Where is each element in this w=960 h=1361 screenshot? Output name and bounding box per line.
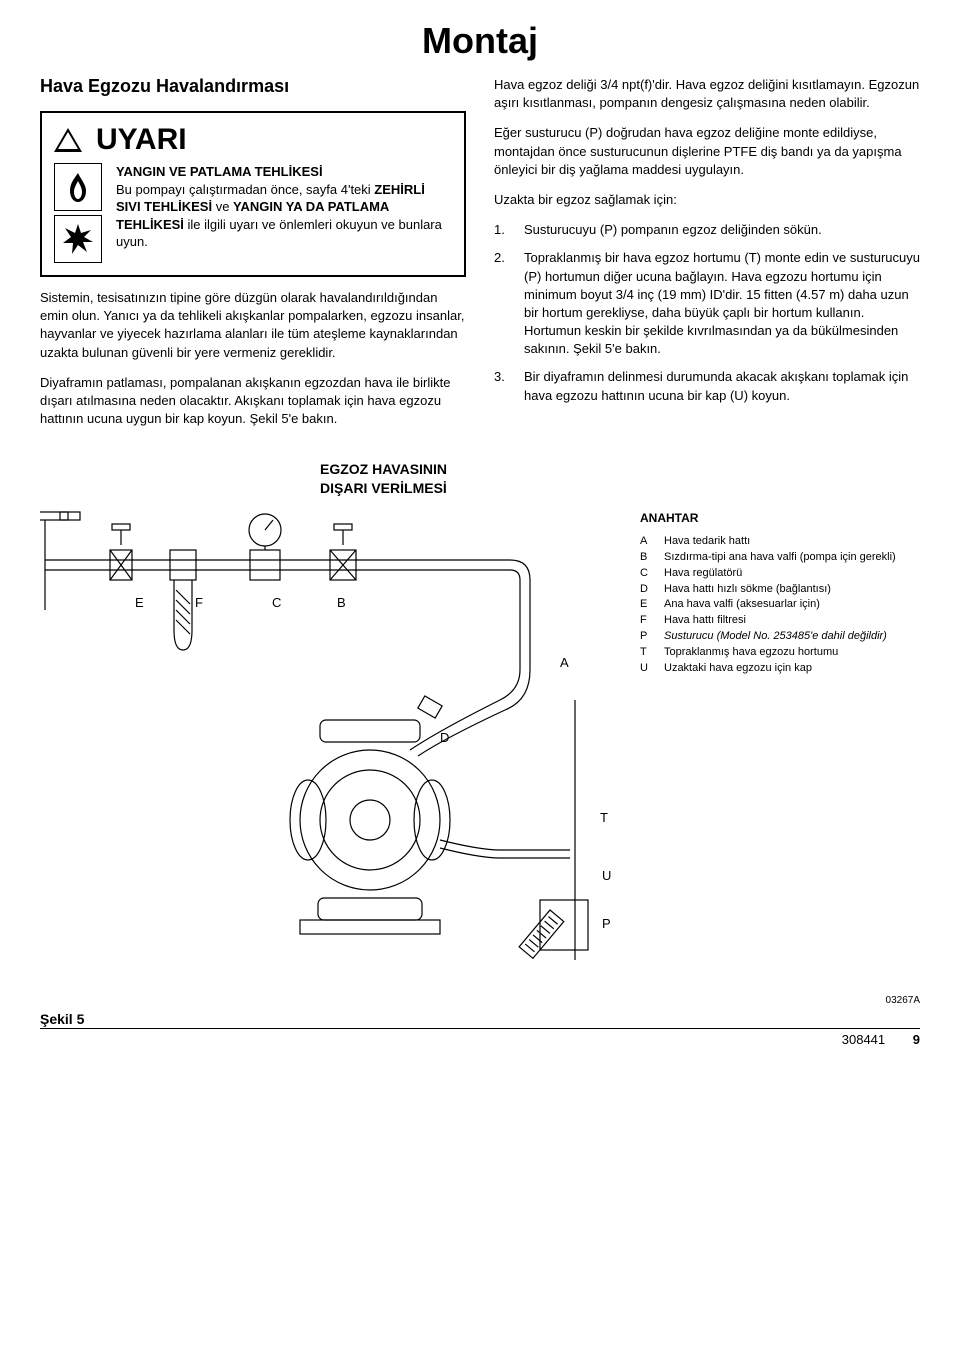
warning-box: UYARI YANGIN VE PATLAMA TEHLİKESİ Bu pom… [40, 111, 466, 277]
section-heading: Hava Egzozu Havalandırması [40, 76, 466, 97]
key-title: ANAHTAR [640, 510, 920, 527]
callout-F: F [195, 595, 203, 610]
callout-E: E [135, 595, 144, 610]
key-row: TTopraklanmış hava egzozu hortumu [640, 645, 920, 661]
explosion-hazard-icon [54, 215, 102, 263]
callout-B: B [337, 595, 346, 610]
figure-label: Şekil 5 [40, 1011, 84, 1027]
callout-U: U [602, 868, 611, 883]
key-row: EAna hava valfi (aksesuarlar için) [640, 597, 920, 613]
two-column-layout: Hava Egzozu Havalandırması UYARI YANGIN … [40, 76, 920, 440]
step-3: 3. Bir diyaframın delinmesi durumunda ak… [494, 368, 920, 404]
hazard-icons-column [54, 163, 106, 263]
callout-P: P [602, 916, 611, 931]
right-para-1: Hava egzoz deliği 3/4 npt(f)'dir. Hava e… [494, 76, 920, 112]
key-row: UUzaktaki hava egzozu için kap [640, 661, 920, 677]
doc-number: 308441 [842, 1032, 885, 1047]
page-title: Montaj [40, 20, 920, 62]
warning-subject: YANGIN VE PATLAMA TEHLİKESİ [116, 164, 323, 179]
exhaust-diagram-svg [40, 500, 600, 980]
key-row: FHava hattı filtresi [640, 613, 920, 629]
callout-D: D [440, 730, 449, 745]
left-para-2: Diyaframın patlaması, pompalanan akışkan… [40, 374, 466, 429]
diagram-area: EGZOZ HAVASININ DIŞARI VERİLMESİ [40, 460, 920, 1020]
step-2: 2. Topraklanmış bir hava egzoz hortumu (… [494, 249, 920, 358]
right-para-3: Uzakta bir egzoz sağlamak için: [494, 191, 920, 209]
figure-code: 03267A [886, 995, 920, 1006]
key-row: DHava hattı hızlı sökme (bağlantısı) [640, 582, 920, 598]
key-row: PSusturucu (Model No. 253485'e dahil değ… [640, 629, 920, 645]
callout-A: A [560, 655, 569, 670]
warning-header: UYARI [54, 123, 452, 157]
key-row: BSızdırma-tipi ana hava valfi (pompa içi… [640, 550, 920, 566]
warning-triangle-icon [54, 128, 82, 152]
warning-text: YANGIN VE PATLAMA TEHLİKESİ Bu pompayı ç… [116, 163, 452, 251]
diagram-title: EGZOZ HAVASININ DIŞARI VERİLMESİ [320, 460, 447, 496]
left-column: Hava Egzozu Havalandırması UYARI YANGIN … [40, 76, 466, 440]
page-footer: Şekil 5 03267A 308441 9 [40, 1028, 920, 1049]
key-row: CHava regülatörü [640, 566, 920, 582]
page-number: 9 [913, 1032, 920, 1047]
right-column: Hava egzoz deliği 3/4 npt(f)'dir. Hava e… [494, 76, 920, 440]
left-para-1: Sistemin, tesisatınızın tipine göre düzg… [40, 289, 466, 362]
right-para-2: Eğer susturucu (P) doğrudan hava egzoz d… [494, 124, 920, 179]
callout-C: C [272, 595, 281, 610]
key-row: AHava tedarik hattı [640, 534, 920, 550]
key-block: ANAHTAR AHava tedarik hattıBSızdırma-tip… [640, 510, 920, 677]
step-1: 1. Susturucuyu (P) pompanın egzoz deliği… [494, 221, 920, 239]
fire-hazard-icon [54, 163, 102, 211]
warning-word: UYARI [96, 123, 187, 157]
callout-T: T [600, 810, 608, 825]
